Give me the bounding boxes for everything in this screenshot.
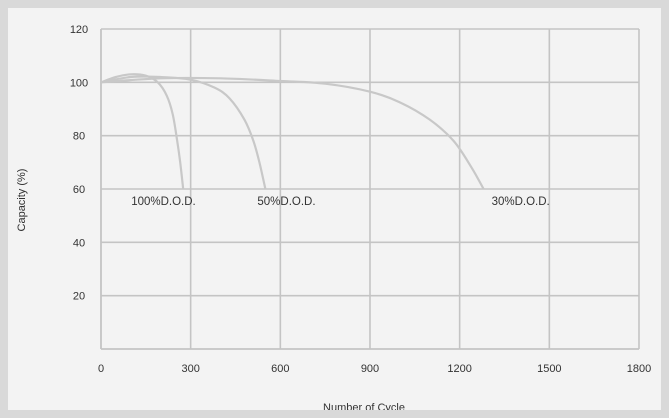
x-tick-label-300: 300 xyxy=(181,363,199,375)
grid xyxy=(100,28,640,350)
curve-label-50dod: 50%D.O.D. xyxy=(257,196,315,208)
y-tick-label-20: 20 xyxy=(73,291,85,303)
x-tick-label-1200: 1200 xyxy=(447,363,471,375)
x-axis-label: Number of Cycle xyxy=(323,402,405,410)
y-tick-label-40: 40 xyxy=(73,237,85,249)
curve-labels: 100%D.O.D. 50%D.O.D. 30%D.O.D. xyxy=(131,196,550,208)
x-tick-label-0: 0 xyxy=(98,363,104,375)
chart-frame: 20 40 60 80 100 120 0 300 600 900 1200 1500 1800 100… xyxy=(8,8,661,410)
curve-label-30dod: 30%D.O.D. xyxy=(492,196,550,208)
y-axis-label: Capacity (%) xyxy=(16,169,28,232)
x-tick-label-600: 600 xyxy=(271,363,289,375)
y-tick-label-100: 100 xyxy=(70,77,88,89)
curve-label-100dod: 100%D.O.D. xyxy=(131,196,196,208)
y-tick-label-120: 120 xyxy=(70,24,88,36)
y-tick-label-80: 80 xyxy=(73,131,85,143)
x-tick-label-1800: 1800 xyxy=(627,363,651,375)
series-line-100dod xyxy=(100,73,185,190)
series-curves xyxy=(100,73,485,190)
x-tick-label-900: 900 xyxy=(361,363,379,375)
x-tick-label-1500: 1500 xyxy=(537,363,561,375)
series-line-30dod xyxy=(100,76,485,190)
y-tick-label-60: 60 xyxy=(73,184,85,196)
series-line-50dod xyxy=(100,75,267,190)
